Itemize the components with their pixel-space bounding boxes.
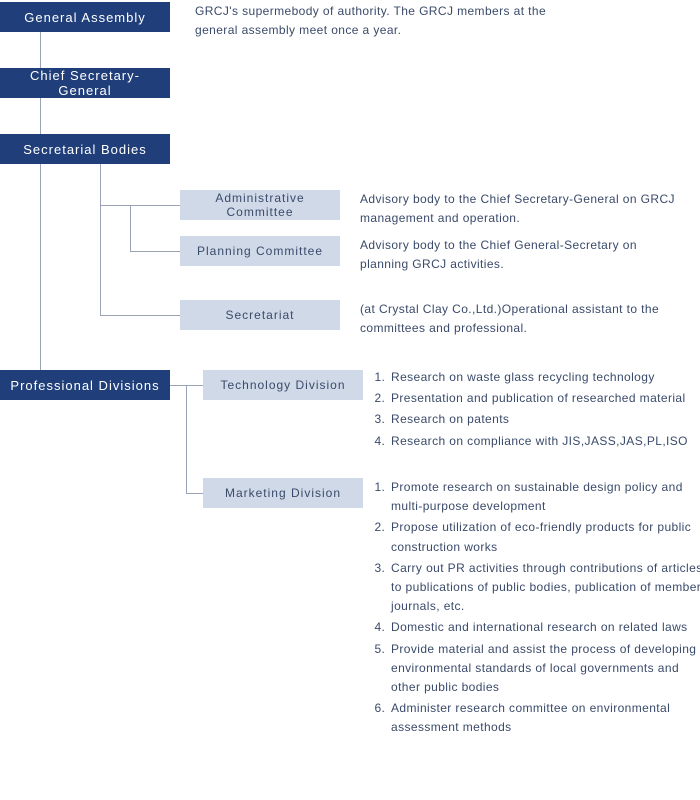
list-item: Administer research committee on environ… [389, 699, 700, 737]
list-item: Research on waste glass recycling techno… [389, 368, 700, 387]
list-item: Carry out PR activities through contribu… [389, 559, 700, 617]
administrative-committee-box: Administrative Committee [180, 190, 340, 220]
secretariat-desc: (at Crystal Clay Co.,Ltd.)Operational as… [360, 300, 680, 338]
list-item: Research on patents [389, 410, 700, 429]
org-chart: General Assembly GRCJ's supermebody of a… [0, 0, 700, 800]
technology-division-ol: Research on waste glass recycling techno… [375, 368, 700, 451]
connector-divisions-vertical [186, 385, 187, 493]
connector-secretariat-h [100, 315, 180, 316]
administrative-committee-desc: Advisory body to the Chief Secretary-Gen… [360, 190, 680, 228]
connector-admin-committee-h [100, 205, 180, 206]
secretariat-box: Secretariat [180, 300, 340, 330]
list-item: Research on compliance with JIS,JASS,JAS… [389, 432, 700, 451]
list-item: Domestic and international research on r… [389, 618, 700, 637]
list-item: Propose utilization of eco-friendly prod… [389, 518, 700, 556]
professional-divisions-box: Professional Divisions [0, 370, 170, 400]
planning-committee-box: Planning Committee [180, 236, 340, 266]
connector-marketing-h [186, 493, 203, 494]
connector-secretarial-vertical [100, 164, 101, 315]
marketing-division-box: Marketing Division [203, 478, 363, 508]
marketing-division-ol: Promote research on sustainable design p… [375, 478, 700, 737]
chief-secretary-general-box: Chief Secretary-General [0, 68, 170, 98]
general-assembly-box: General Assembly [0, 2, 170, 32]
list-item: Provide material and assist the process … [389, 640, 700, 698]
connector-committees-vertical [130, 205, 131, 251]
general-assembly-desc: GRCJ's supermebody of authority. The GRC… [195, 2, 555, 40]
planning-committee-desc: Advisory body to the Chief General-Secre… [360, 236, 680, 274]
secretarial-bodies-box: Secretarial Bodies [0, 134, 170, 164]
list-item: Presentation and publication of research… [389, 389, 700, 408]
technology-division-box: Technology Division [203, 370, 363, 400]
technology-division-list: Research on waste glass recycling techno… [375, 368, 700, 453]
connector-planning-committee-h [130, 251, 180, 252]
marketing-division-list: Promote research on sustainable design p… [375, 478, 700, 739]
list-item: Promote research on sustainable design p… [389, 478, 700, 516]
